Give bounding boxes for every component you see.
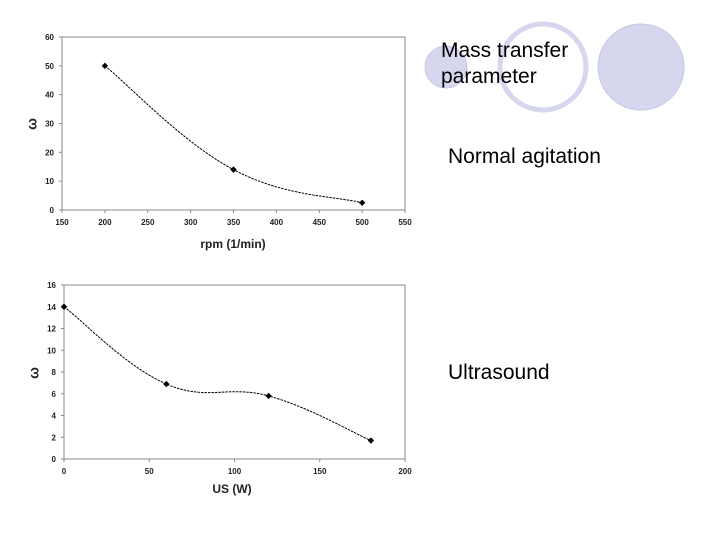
label-ultrasound: Ultrasound (448, 361, 550, 384)
y-tick-label: 0 (50, 206, 55, 215)
y-tick-label: 2 (52, 433, 57, 442)
y-tick-label: 10 (47, 346, 56, 355)
plot-frame (61, 36, 406, 211)
y-axis-title: ω (24, 118, 40, 130)
label-normal-agitation: Normal agitation (448, 145, 601, 168)
x-tick-label: 400 (270, 218, 284, 227)
x-tick-label: 450 (313, 218, 327, 227)
x-tick-label: 0 (62, 467, 67, 476)
y-tick-label: 0 (52, 455, 57, 464)
heading-line-1: Mass transfer (441, 39, 569, 62)
data-point (265, 392, 272, 400)
x-tick-label: 100 (228, 467, 242, 476)
y-axis-title: ω (26, 367, 42, 379)
x-tick-label: 550 (398, 218, 412, 227)
y-tick-label: 4 (52, 412, 57, 421)
x-ticks: 0 50 100 150 200 (62, 459, 412, 476)
y-tick-label: 40 (45, 91, 54, 100)
y-tick-label: 12 (47, 325, 56, 334)
data-point (163, 380, 170, 388)
x-tick-label: 500 (355, 218, 369, 227)
x-tick-label: 300 (184, 218, 198, 227)
x-ticks: 150 200 250 300 350 400 450 500 550 (55, 210, 412, 227)
y-tick-label: 8 (52, 368, 57, 377)
x-tick-label: 200 (98, 218, 112, 227)
x-tick-label: 350 (227, 218, 241, 227)
series-line (63, 306, 372, 441)
data-points (60, 303, 375, 444)
series-line (104, 65, 363, 204)
y-tick-label: 20 (45, 148, 54, 157)
x-tick-label: 250 (141, 218, 155, 227)
y-tick-label: 16 (47, 281, 56, 290)
chart-ultrasound: 0 50 100 150 200 0 2 4 6 8 10 12 14 16 US (W) ω (26, 281, 413, 496)
x-axis-title: rpm (1/min) (200, 237, 265, 251)
data-point (367, 437, 375, 444)
chart-rpm: 150 200 250 300 350 400 450 500 550 0 10 20 30 40 50 6… (24, 33, 413, 251)
x-tick-label: 150 (313, 467, 327, 476)
x-tick-label: 200 (398, 467, 412, 476)
data-point (230, 166, 237, 173)
data-point (101, 62, 109, 70)
y-tick-label: 14 (47, 303, 56, 312)
plot-frame (63, 284, 406, 460)
x-tick-label: 150 (55, 218, 69, 227)
y-tick-label: 60 (45, 33, 54, 42)
data-point (60, 303, 68, 310)
y-tick-label: 6 (52, 390, 57, 399)
y-ticks: 0 10 20 30 40 50 60 (45, 33, 62, 215)
data-points (101, 62, 366, 206)
data-point (358, 199, 366, 206)
y-ticks: 0 2 4 6 8 10 12 14 16 (47, 281, 64, 464)
y-tick-label: 50 (45, 62, 54, 71)
y-tick-label: 30 (45, 120, 54, 129)
slide-heading: Mass transfer parameter (441, 38, 616, 90)
y-tick-label: 10 (45, 177, 54, 186)
x-tick-label: 50 (145, 467, 154, 476)
heading-line-2: parameter (441, 65, 537, 88)
x-axis-title: US (W) (212, 482, 251, 496)
